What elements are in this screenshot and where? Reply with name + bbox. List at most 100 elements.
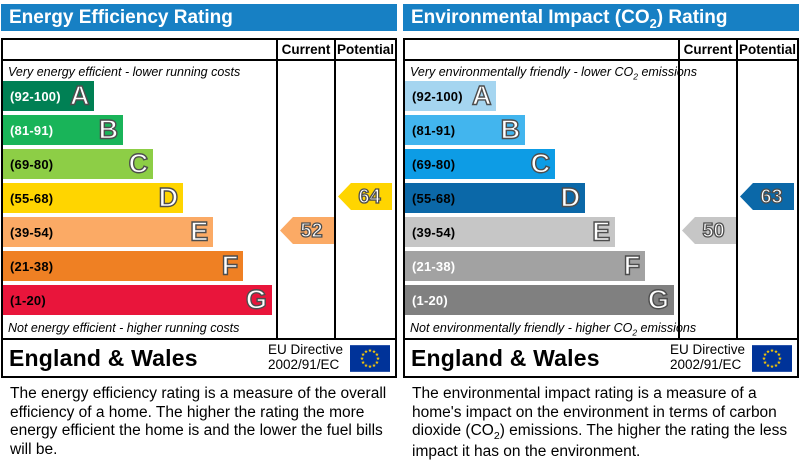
band-letter: C — [128, 148, 149, 179]
current-rating-arrow: 50 — [682, 217, 736, 244]
potential-rating-value: 63 — [760, 185, 784, 208]
band-row-b: (81-91) B — [405, 115, 678, 145]
band-row-c: (69-80) C — [405, 149, 678, 179]
current-rating-value: 52 — [300, 219, 324, 242]
current-column: 50 — [678, 61, 736, 338]
eu-flag-icon — [350, 344, 390, 372]
band-row-a: (92-100) A — [405, 81, 678, 111]
band-row-e: (39-54) E — [405, 217, 678, 247]
environmental-impact-panel: Environmental Impact (CO2) Rating Curren… — [403, 4, 799, 462]
band-letter: A — [69, 80, 90, 111]
band-row-d: (55-68) D — [3, 183, 276, 213]
band-range: (55-68) — [412, 190, 456, 206]
table-body: Very environmentally friendly - lower CO… — [405, 61, 797, 338]
band-range: (69-80) — [412, 156, 456, 172]
potential-rating-value: 64 — [358, 185, 382, 208]
band-letter: F — [221, 250, 239, 281]
potential-column: 63 — [736, 61, 797, 338]
table-footer: England & Wales EU Directive 2002/91/EC — [3, 338, 395, 376]
bottom-note: Not environmentally friendly - higher CO… — [410, 321, 697, 338]
table-header: Current Potential — [3, 40, 395, 61]
band-letter: A — [471, 80, 492, 111]
band-letter: G — [647, 284, 669, 315]
energy-efficiency-title: Energy Efficiency Rating — [1, 4, 397, 31]
environmental-impact-table: Current Potential Very environmentally f… — [403, 38, 799, 378]
bands-column: Very environmentally friendly - lower CO… — [405, 61, 698, 338]
top-note: Very energy efficient - lower running co… — [8, 65, 241, 79]
environmental-impact-description: The environmental impact rating is a mea… — [412, 385, 788, 460]
title-text: Energy Efficiency Rating — [9, 7, 233, 28]
band-row-c: (69-80) C — [3, 149, 276, 179]
current-column: 52 — [276, 61, 334, 338]
band-letter: B — [98, 114, 119, 145]
band-row-f: (21-38) F — [405, 251, 678, 281]
region-label: England & Wales — [411, 344, 600, 371]
band-b: (81-91) B — [405, 114, 526, 145]
band-row-f: (21-38) F — [3, 251, 276, 281]
band-b: (81-91) B — [3, 114, 124, 145]
band-f: (21-38) F — [3, 250, 244, 281]
potential-rating-arrow: 63 — [740, 183, 794, 210]
potential-column: 64 — [334, 61, 395, 338]
bottom-note: Not energy efficient - higher running co… — [8, 321, 240, 335]
band-range: (92-100) — [10, 88, 61, 104]
band-c: (69-80) C — [3, 148, 154, 179]
current-rating-arrow: 52 — [280, 217, 334, 244]
band-range: (39-54) — [10, 224, 54, 240]
band-range: (21-38) — [412, 258, 456, 274]
band-range: (81-91) — [10, 122, 54, 138]
potential-column-header: Potential — [736, 40, 797, 59]
band-letter: F — [623, 250, 641, 281]
table-body: Very energy efficient - lower running co… — [3, 61, 395, 338]
current-rating-value: 50 — [702, 219, 726, 242]
energy-efficiency-table: Current Potential Very energy efficient … — [1, 38, 397, 378]
band-letter: C — [530, 148, 551, 179]
eu-directive-label: EU Directive 2002/91/EC — [267, 342, 343, 372]
energy-efficiency-panel: Energy Efficiency Rating Current Potenti… — [1, 4, 397, 462]
region-label: England & Wales — [9, 344, 198, 371]
band-e: (39-54) E — [3, 216, 214, 247]
eu-flag-icon — [752, 344, 792, 372]
environmental-impact-title: Environmental Impact (CO2) Rating — [403, 4, 799, 31]
band-row-e: (39-54) E — [3, 217, 276, 247]
band-row-a: (92-100) A — [3, 81, 276, 111]
current-column-header: Current — [276, 40, 334, 59]
band-range: (55-68) — [10, 190, 54, 206]
band-f: (21-38) F — [405, 250, 646, 281]
current-column-header: Current — [678, 40, 736, 59]
band-letter: D — [560, 182, 581, 213]
table-header: Current Potential — [405, 40, 797, 61]
band-range: (69-80) — [10, 156, 54, 172]
eu-directive-label: EU Directive 2002/91/EC — [669, 342, 745, 372]
header-spacer — [3, 40, 276, 59]
band-letter: G — [245, 284, 267, 315]
band-range: (1-20) — [10, 292, 46, 308]
band-range: (39-54) — [412, 224, 456, 240]
band-letter: D — [158, 182, 179, 213]
energy-efficiency-description: The energy efficiency rating is a measur… — [10, 385, 387, 458]
band-range: (21-38) — [10, 258, 54, 274]
band-g: (1-20) G — [405, 285, 674, 315]
band-range: (81-91) — [412, 122, 456, 138]
band-d: (55-68) D — [3, 182, 184, 213]
band-range: (92-100) — [412, 88, 463, 104]
band-row-d: (55-68) D — [405, 183, 678, 213]
bands-column: Very energy efficient - lower running co… — [3, 61, 276, 338]
table-footer: England & Wales EU Directive 2002/91/EC — [405, 338, 797, 376]
potential-column-header: Potential — [334, 40, 395, 59]
top-note: Very environmentally friendly - lower CO… — [410, 65, 698, 82]
band-g: (1-20) G — [3, 285, 272, 315]
band-a: (92-100) A — [3, 80, 95, 111]
band-a: (92-100) A — [405, 80, 497, 111]
band-c: (69-80) C — [405, 148, 556, 179]
band-row-b: (81-91) B — [3, 115, 276, 145]
band-row-g: (1-20) G — [405, 285, 678, 315]
band-letter: E — [591, 216, 611, 247]
band-e: (39-54) E — [405, 216, 616, 247]
band-range: (1-20) — [412, 292, 448, 308]
header-spacer — [405, 40, 678, 59]
band-letter: B — [500, 114, 521, 145]
band-d: (55-68) D — [405, 182, 586, 213]
band-letter: E — [189, 216, 209, 247]
